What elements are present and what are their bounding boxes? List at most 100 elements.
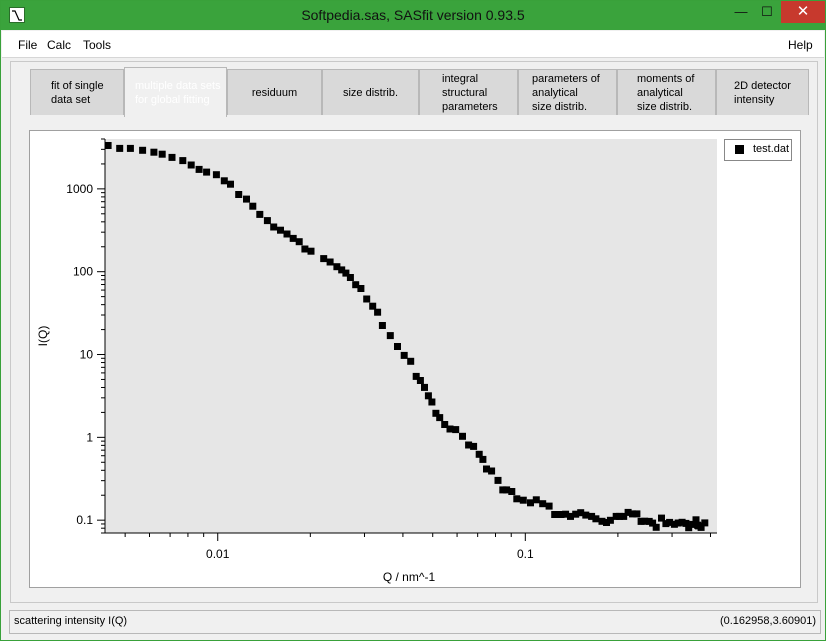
data-point [666,518,674,526]
tab-container: fit of single data set multiple data set… [10,61,818,603]
y-tick-label: 1 [86,430,93,444]
data-point [488,467,496,475]
data-point [256,210,264,218]
data-point [652,523,660,531]
data-point [689,520,697,528]
data-point [701,519,709,527]
tab-moments-analytical[interactable]: moments of analytical size distrib. [617,69,716,115]
data-point [179,157,187,165]
data-point [104,142,112,149]
data-point [352,281,360,289]
y-tick-label: 1000 [66,182,93,196]
minimize-button[interactable]: — [734,4,748,19]
data-point [592,515,600,523]
data-point [212,171,220,179]
data-point [116,144,124,152]
tab-label: parameters of analytical size distrib. [532,72,600,113]
data-point [697,523,705,531]
title-bar[interactable]: Softpedia.sas, SASfit version 0.93.5 — ☐… [1,1,825,30]
data-point [603,519,610,526]
data-point [320,255,328,263]
data-point [508,488,516,495]
menu-calc[interactable]: Calc [47,38,72,52]
tab-parameters-analytical[interactable]: parameters of analytical size distrib. [518,69,617,115]
data-point [682,519,690,527]
data-point [446,425,454,433]
data-point [283,230,291,238]
tab-2d-detector[interactable]: 2D detector intensity [716,69,809,115]
scattering-plot[interactable]: 0.01 0.1 0.1 1 10 100 1000 Q / nm^-1 I(Q) [30,131,800,587]
data-point [195,165,203,173]
tab-size-distrib[interactable]: size distrib. [322,69,419,115]
data-point [452,426,460,434]
data-point [539,500,547,508]
data-point [338,266,346,274]
data-point [513,495,521,503]
data-point [637,517,645,525]
tab-multiple-data-sets[interactable]: multiple data sets for global fitting [124,67,227,117]
data-point [235,191,243,198]
tab-label: moments of analytical size distrib. [637,72,695,113]
data-point [662,520,670,528]
data-point [249,202,257,210]
data-point [475,450,483,458]
data-point [441,421,449,428]
data-point [649,519,657,527]
y-tick-label: 100 [73,265,93,279]
data-point [532,496,540,504]
data-point [557,511,565,518]
data-point [459,432,466,440]
data-point [620,512,628,520]
data-point [572,510,580,518]
menu-file[interactable]: File [18,38,38,52]
cursor-coordinates: (0.162958,3.60901) [719,615,816,627]
data-point [519,496,527,504]
data-point [606,516,614,524]
close-button[interactable]: ✕ [781,1,825,23]
status-bar: scattering intensity I(Q) (0.162958,3.60… [9,610,821,634]
data-point [203,168,211,176]
data-point [307,247,315,255]
data-point [407,357,415,365]
tab-residuum[interactable]: residuum [227,69,322,115]
data-point [692,516,700,524]
data-point [562,510,570,518]
data-point [551,511,559,518]
data-point [158,150,166,158]
data-point [139,146,147,154]
tab-label: size distrib. [342,86,399,99]
tab-label: integral structural parameters [442,72,498,113]
tab-fit-single[interactable]: fit of single data set [30,69,124,115]
data-point [436,414,444,422]
maximize-button[interactable]: ☐ [761,4,773,19]
tab-integral-structural[interactable]: integral structural parameters [419,69,518,115]
data-point [624,508,632,516]
data-point [678,518,686,526]
data-point [374,308,382,316]
data-point [326,258,334,266]
x-tick-label: 0.01 [206,547,230,561]
data-point [499,486,507,494]
data-point [187,161,195,169]
menu-help[interactable]: Help [788,38,813,52]
data-point [598,517,606,525]
data-point [577,509,585,517]
data-point [641,517,649,525]
data-point [394,343,401,350]
plot-panel: 0.01 0.1 0.1 1 10 100 1000 Q / nm^-1 I(Q) test.d… [29,130,801,588]
data-point [277,226,284,234]
data-point [295,238,303,246]
data-point [357,285,365,292]
window-title: Softpedia.sas, SASfit version 0.93.5 [301,7,525,23]
menu-tools[interactable]: Tools [83,38,112,52]
app-logo-icon [12,10,22,21]
data-point [363,295,371,303]
app-icon[interactable] [9,7,25,23]
data-point [301,245,309,253]
data-point [400,351,408,359]
data-point [503,486,511,494]
data-point [220,177,228,185]
tab-label: residuum [251,86,298,99]
data-point [412,372,420,380]
legend-label: test.dat [753,143,790,155]
